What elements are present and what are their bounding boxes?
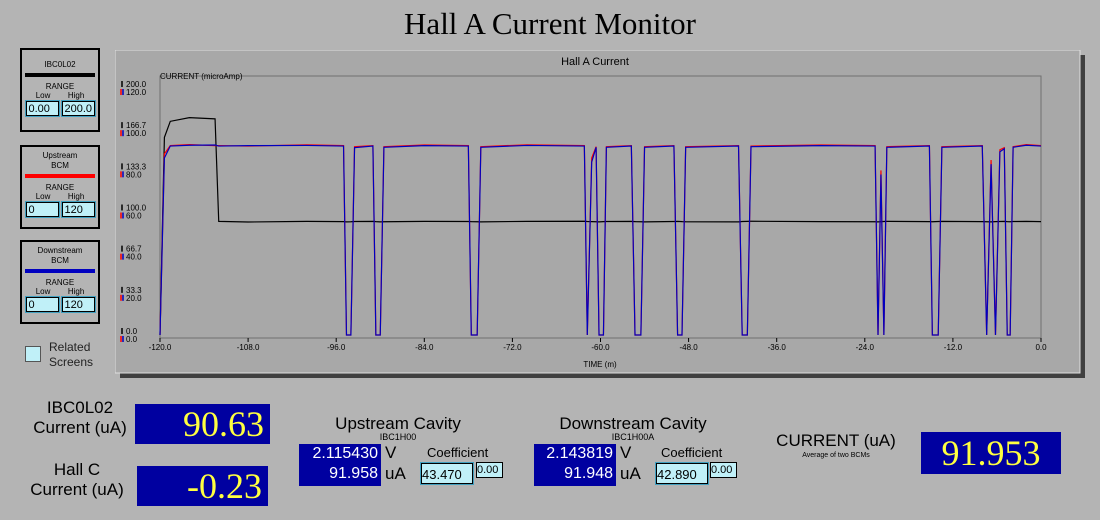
y-tick-label: 0.0 [126,335,138,344]
x-tick-label: 0.0 [1035,343,1047,352]
chart-title: Hall A Current [561,56,629,68]
cavity-readback: 2.143819 91.948 [534,444,616,486]
page-title: Hall A Current Monitor [404,6,696,41]
series-name: Upstream BCM [42,151,78,170]
low-label: Low [35,287,51,296]
y2-tick-label: 200.0 [126,80,147,89]
cavity-device: IBC1H00A [611,432,655,442]
low-input[interactable]: 0 [24,201,60,218]
high-input[interactable]: 120 [60,296,96,313]
series-name: IBC0L02 [44,60,76,69]
low-label: Low [35,192,51,201]
ibc-panel: IBC0L02 RANGE Low High 0.00 200.0 [20,48,100,132]
y-tick-label: 80.0 [126,170,142,179]
offset-input[interactable]: 0.00 [476,462,503,478]
current: 91.948 [564,465,613,482]
upstream-panel: Upstream BCM RANGE Low High 0 120 [20,145,100,229]
average-label: CURRENT (uA) [776,431,896,450]
cavity-title: Upstream Cavity [335,414,461,433]
x-tick-label: -36.0 [768,343,787,352]
related-label: Related Screens [49,340,94,369]
average-note: Average of two BCMs [802,452,870,459]
coefficient-label: Coefficient [661,445,723,460]
x-tick-label: -12.0 [944,343,963,352]
cavity-device: IBC1H00 [379,432,417,442]
current: 91.958 [329,465,378,482]
y2-tick-label: 133.3 [126,162,147,171]
low-input[interactable]: 0 [24,296,60,313]
x-tick-label: -120.0 [149,343,172,352]
high-label: High [67,91,85,100]
legend-swatch [25,269,95,273]
y-tick-label: 120.0 [126,88,147,97]
coefficient-input[interactable]: 42.890 [655,462,709,485]
average-value: 91.953 [921,432,1061,474]
current-unit: uA [385,464,406,483]
series-name: Downstream BCM [37,246,83,265]
y-axis-label: CURRENT (microAmp) [160,72,243,81]
y-tick-label: 20.0 [126,294,142,303]
x-tick-label: -48.0 [679,343,698,352]
plot-area [159,75,1042,339]
x-tick-label: -96.0 [327,343,346,352]
x-tick-label: -84.0 [415,343,434,352]
low-input[interactable]: 0.00 [24,100,60,117]
offset-input[interactable]: 0.00 [710,462,737,478]
voltage: 2.143819 [546,445,613,462]
high-label: High [67,287,85,296]
hallc-label: Hall C Current (uA) [30,460,124,499]
hallc-value: -0.23 [137,466,268,506]
high-input[interactable]: 200.0 [60,100,96,117]
related-screens-button[interactable]: Related Screens [25,340,101,370]
series-line [159,117,1042,336]
high-input[interactable]: 120 [60,201,96,218]
y2-tick-label: 100.0 [126,204,147,213]
range-label: RANGE [45,82,75,91]
voltage-unit: V [620,443,632,462]
coefficient-label: Coefficient [427,445,489,460]
y2-tick-label: 0.0 [126,327,138,336]
cavity-readback: 2.115430 91.958 [299,444,381,486]
legend-swatch [25,73,95,77]
cavity-title: Downstream Cavity [559,414,707,433]
ibc-value: 90.63 [135,404,270,444]
y2-tick-label: 33.3 [126,286,142,295]
current-unit: uA [620,464,641,483]
y2-tick-label: 166.7 [126,121,147,130]
legend-swatch [25,174,95,178]
y-tick-label: 60.0 [126,212,142,221]
chart: Hall A Current CURRENT (microAmp) TIME (… [115,50,1085,378]
x-tick-label: -60.0 [591,343,610,352]
range-label: RANGE [45,183,75,192]
y2-tick-label: 66.7 [126,245,142,254]
x-tick-label: -108.0 [237,343,260,352]
range-label: RANGE [45,278,75,287]
y-tick-label: 100.0 [126,129,147,138]
voltage: 2.115430 [312,445,378,462]
series-line [159,144,1042,336]
downstream-panel: Downstream BCM RANGE Low High 0 120 [20,240,100,324]
coefficient-input[interactable]: 43.470 [420,462,474,485]
ibc-label: IBC0L02 Current (uA) [33,398,127,437]
voltage-unit: V [385,443,397,462]
high-label: High [67,192,85,201]
x-tick-label: -72.0 [503,343,522,352]
x-axis-label: TIME (m) [583,360,617,369]
related-icon [25,346,41,362]
x-tick-label: -24.0 [856,343,875,352]
y-tick-label: 40.0 [126,253,142,262]
low-label: Low [35,91,51,100]
